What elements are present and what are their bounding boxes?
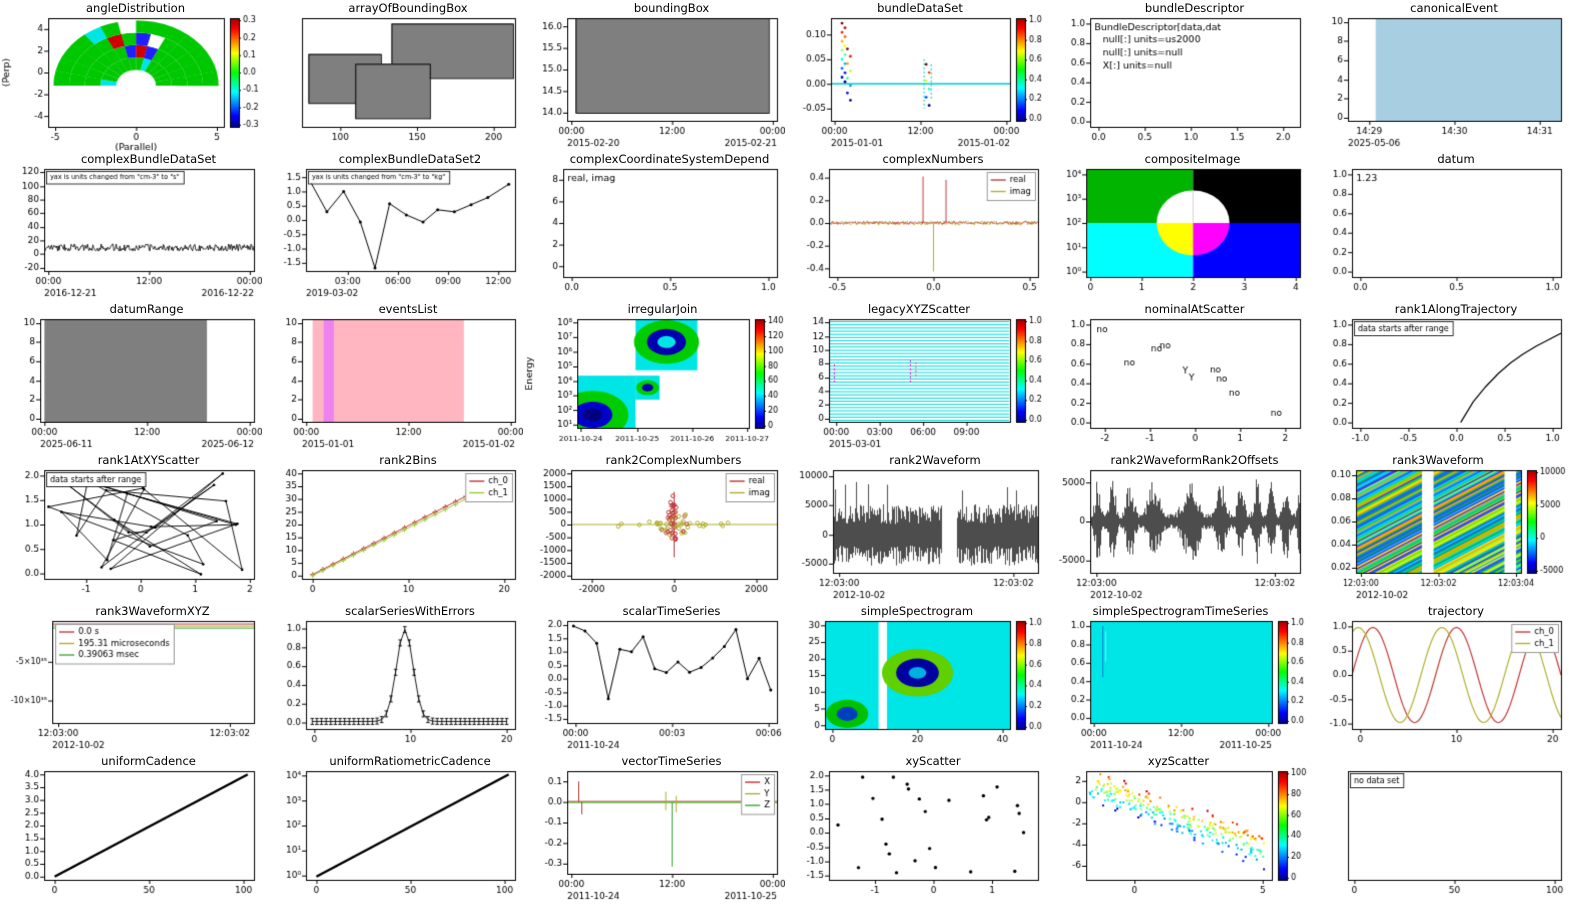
plot-canvas-irregularJoin[interactable] [523,301,785,452]
plot-canvas-complexBundleDataSet[interactable] [0,150,262,302]
plot-cell-arrayOfBoundingBox: arrayOfBoundingBox [261,0,523,151]
plot-cell-complexNumbers: complexNumbers [784,150,1046,302]
plot-cell-legacyXYZScatter: legacyXYZScatter [784,301,1046,452]
plot-cell-scalarSeriesWithErrors: scalarSeriesWithErrors [261,602,523,754]
plot-canvas-complexCoordinateSystemDepend[interactable] [523,150,785,302]
plot-canvas-legacyXYZScatter[interactable] [784,301,1046,452]
plot-cell-bundleDataSet: bundleDataSet [784,0,1046,151]
plot-cell-trajectory: trajectory [1307,602,1569,754]
plot-canvas-rank1AlongTrajectory[interactable] [1307,301,1569,452]
plot-cell-xyScatter: xyScatter [784,753,1046,904]
plot-canvas-datumRange[interactable] [0,301,262,452]
plot-cell-canonicalEvent: canonicalEvent [1307,0,1569,151]
plot-canvas-simpleSpectrogram[interactable] [784,602,1046,754]
plot-canvas-uniformRatiometricCadence[interactable] [261,753,523,904]
plot-cell-scalarTimeSeries: scalarTimeSeries [523,602,785,754]
plot-canvas-complexBundleDataSet2[interactable] [261,150,523,302]
plot-canvas-eventsList[interactable] [261,301,523,452]
plot-canvas-bundleDataSet[interactable] [784,0,1046,151]
plot-cell-complexBundleDataSet2: complexBundleDataSet2 [261,150,523,302]
plot-cell-simpleSpectrogram: simpleSpectrogram [784,602,1046,754]
plot-cell-nominalAtScatter: nominalAtScatter [1046,301,1308,452]
plot-cell-rank3WaveformXYZ: rank3WaveformXYZ [0,602,262,754]
plot-canvas-simpleSpectrogramTimeSeries[interactable] [1046,602,1308,754]
plot-cell-rank1AlongTrajectory: rank1AlongTrajectory [1307,301,1569,452]
plot-cell-rank2ComplexNumbers: rank2ComplexNumbers [523,452,785,603]
plot-cell-boundingBox: boundingBox [523,0,785,151]
plot-canvas-bundleDescriptor[interactable] [1046,0,1308,151]
plot-cell-uniformCadence: uniformCadence [0,753,262,904]
plot-canvas-rank1AtXYScatter[interactable] [0,452,262,603]
plot-canvas-xyScatter[interactable] [784,753,1046,904]
plot-cell-bundleDescriptor: bundleDescriptor [1046,0,1308,151]
plot-canvas-xyzScatter[interactable] [1046,753,1308,904]
plot-canvas-rank2Bins[interactable] [261,452,523,603]
plot-canvas-arrayOfBoundingBox[interactable] [261,0,523,151]
plot-canvas-rank2ComplexNumbers[interactable] [523,452,785,603]
plot-cell-rank3Waveform: rank3Waveform [1307,452,1569,603]
plot-canvas-angleDistribution[interactable] [0,0,262,151]
plot-cell-simpleSpectrogramTimeSeries: simpleSpectrogramTimeSeries [1046,602,1308,754]
plot-canvas-uniformCadence[interactable] [0,753,262,904]
plot-canvas-rank3Waveform[interactable] [1307,452,1569,603]
plot-canvas-compositeImage[interactable] [1046,150,1308,302]
plot-cell-rank2WaveformRank2Offsets: rank2WaveformRank2Offsets [1046,452,1308,603]
plot-canvas-trajectory[interactable] [1307,602,1569,754]
plot-cell-irregularJoin: irregularJoin [523,301,785,452]
plot-cell-datumRange: datumRange [0,301,262,452]
plot-canvas-vectorTimeSeries[interactable] [523,753,785,904]
plot-canvas-canonicalEvent[interactable] [1307,0,1569,151]
plot-cell-complexBundleDataSet: complexBundleDataSet [0,150,262,302]
plot-cell-rank2Waveform: rank2Waveform [784,452,1046,603]
plot-canvas-complexNumbers[interactable] [784,150,1046,302]
plot-canvas-boundingBox[interactable] [523,0,785,151]
plot-cell-vectorTimeSeries: vectorTimeSeries [523,753,785,904]
plot-canvas-rank2Waveform[interactable] [784,452,1046,603]
plot-cell-compositeImage: compositeImage [1046,150,1308,302]
plot-canvas-scalarSeriesWithErrors[interactable] [261,602,523,754]
plot-canvas-scalarTimeSeries[interactable] [523,602,785,754]
plot-cell-datum: datum [1307,150,1569,302]
plot-cell-rank2Bins: rank2Bins [261,452,523,603]
plot-canvas-nominalAtScatter[interactable] [1046,301,1308,452]
plot-cell-angleDistribution: angleDistribution [0,0,262,151]
plot-canvas-emptyPlot[interactable] [1307,753,1569,904]
plot-cell-rank1AtXYScatter: rank1AtXYScatter [0,452,262,603]
plot-cell-uniformRatiometricCadence: uniformRatiometricCadence [261,753,523,904]
plot-canvas-rank3WaveformXYZ[interactable] [0,602,262,754]
plot-canvas-rank2WaveformRank2Offsets[interactable] [1046,452,1308,603]
plot-cell-emptyPlot [1307,753,1569,904]
plot-cell-complexCoordinateSystemDepend: complexCoordinateSystemDepend [523,150,785,302]
plot-cell-xyzScatter: xyzScatter [1046,753,1308,904]
plot-canvas-datum[interactable] [1307,150,1569,302]
plot-cell-eventsList: eventsList [261,301,523,452]
